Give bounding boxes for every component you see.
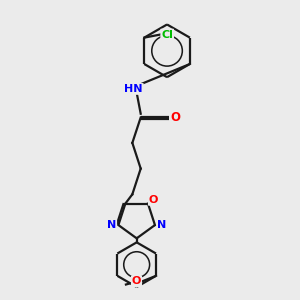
Text: N: N: [157, 220, 167, 230]
Text: Cl: Cl: [161, 29, 173, 40]
Text: O: O: [132, 276, 141, 286]
Text: O: O: [149, 195, 158, 205]
Text: HN: HN: [124, 84, 143, 94]
Text: N: N: [107, 220, 116, 230]
Text: O: O: [170, 111, 180, 124]
